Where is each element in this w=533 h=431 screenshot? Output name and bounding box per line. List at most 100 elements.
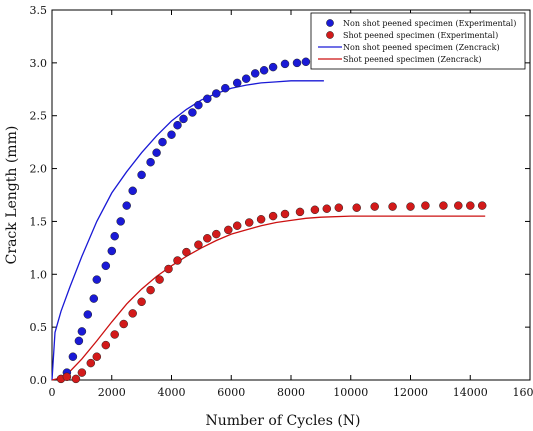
data-point-0 xyxy=(259,66,269,75)
data-point-0 xyxy=(77,327,87,336)
data-point-0 xyxy=(301,57,311,67)
data-point-0 xyxy=(188,108,197,117)
data-point-1 xyxy=(173,256,182,265)
data-point-1 xyxy=(212,229,221,239)
data-point-0 xyxy=(146,157,155,167)
data-point-1 xyxy=(280,209,290,219)
y-tick-label: 3.5 xyxy=(30,4,48,17)
data-point-1 xyxy=(155,275,164,284)
data-point-0 xyxy=(179,114,188,124)
data-point-1 xyxy=(194,240,203,249)
x-tick-label: 12000 xyxy=(393,386,428,399)
data-point-1 xyxy=(322,204,332,213)
axis-ticks: 0 2000 4000 6000 8000 10000 12000 14000 16000 0.0… xyxy=(30,4,533,399)
data-point-1 xyxy=(388,202,397,211)
data-point-0 xyxy=(137,170,146,180)
data-point-1 xyxy=(439,201,448,210)
data-point-1 xyxy=(295,207,305,217)
data-point-1 xyxy=(334,203,344,212)
data-point-0 xyxy=(268,62,278,72)
data-point-0 xyxy=(173,120,182,130)
x-axis-title: Number of Cycles (N) xyxy=(205,413,360,429)
series-line-2 xyxy=(51,80,324,381)
data-point-1 xyxy=(164,264,173,274)
x-tick-label: 16000 xyxy=(513,386,533,399)
data-point-1 xyxy=(137,297,146,307)
data-point-0 xyxy=(92,275,102,284)
data-point-0 xyxy=(194,100,203,110)
data-point-1 xyxy=(224,225,233,235)
data-point-1 xyxy=(268,211,278,221)
x-tick-label: 10000 xyxy=(333,386,368,399)
data-point-0 xyxy=(221,83,230,93)
data-point-1 xyxy=(101,340,111,350)
y-tick-label: 1.0 xyxy=(30,268,48,281)
data-point-1 xyxy=(406,202,415,211)
x-tick-label: 2000 xyxy=(98,386,126,399)
x-tick-label: 0 xyxy=(49,386,56,399)
data-point-0 xyxy=(116,217,125,226)
y-tick-label: 3.0 xyxy=(30,57,48,70)
y-tick-label: 2.5 xyxy=(30,110,48,123)
data-point-1 xyxy=(62,372,72,382)
x-tick-label: 8000 xyxy=(277,386,305,399)
data-point-1 xyxy=(182,247,191,257)
y-tick-label: 0.5 xyxy=(30,321,48,334)
data-point-1 xyxy=(477,201,487,210)
legend-label: Non shot peened specimen (Zencrack) xyxy=(343,43,500,52)
data-point-0 xyxy=(107,246,117,256)
data-point-0 xyxy=(280,59,290,69)
data-point-1 xyxy=(352,203,361,212)
data-point-0 xyxy=(292,58,302,68)
data-point-1 xyxy=(128,309,137,318)
y-axis-title: Crack Length (mm) xyxy=(4,126,20,265)
data-point-1 xyxy=(92,352,102,361)
x-tick-label: 14000 xyxy=(453,386,488,399)
data-point-1 xyxy=(454,201,463,210)
data-point-1 xyxy=(203,234,212,243)
x-tick-label: 4000 xyxy=(158,386,186,399)
data-point-0 xyxy=(232,78,242,88)
data-point-1 xyxy=(310,205,320,215)
data-point-1 xyxy=(466,201,475,210)
data-point-0 xyxy=(212,89,221,98)
legend-marker xyxy=(326,31,334,39)
data-point-0 xyxy=(250,69,260,78)
data-point-1 xyxy=(110,330,119,339)
y-tick-label: 1.5 xyxy=(30,215,48,228)
data-point-1 xyxy=(244,218,254,227)
data-point-0 xyxy=(68,352,78,361)
legend-label: Shot peened specimen (Zencrack) xyxy=(343,55,481,64)
data-point-1 xyxy=(146,285,155,295)
data-point-0 xyxy=(101,261,111,271)
legend: Non shot peened specimen (Experimental) S… xyxy=(310,12,526,70)
data-point-0 xyxy=(128,186,137,196)
data-point-0 xyxy=(74,336,84,346)
data-point-1 xyxy=(421,201,430,210)
data-point-1 xyxy=(232,221,242,230)
data-point-1 xyxy=(71,374,81,384)
data-point-0 xyxy=(152,148,161,157)
data-point-0 xyxy=(83,310,93,319)
data-point-0 xyxy=(122,201,131,210)
data-point-1 xyxy=(119,319,128,329)
legend-marker xyxy=(326,19,334,27)
data-point-0 xyxy=(89,294,99,303)
x-tick-label: 6000 xyxy=(217,386,245,399)
data-point-1 xyxy=(256,215,266,224)
data-point-1 xyxy=(370,202,379,211)
legend-label: Shot peened specimen (Experimental) xyxy=(343,31,498,40)
data-point-0 xyxy=(110,231,119,241)
legend-label: Non shot peened specimen (Experimental) xyxy=(343,19,516,28)
y-tick-label: 2.0 xyxy=(30,163,48,176)
data-point-0 xyxy=(241,74,251,83)
data-point-1 xyxy=(86,358,96,368)
data-point-0 xyxy=(158,137,167,147)
y-tick-label: 0.0 xyxy=(30,374,48,387)
data-point-0 xyxy=(203,94,212,104)
series-line-3 xyxy=(51,215,486,381)
series-layer xyxy=(51,57,487,384)
data-point-0 xyxy=(167,130,176,139)
data-point-1 xyxy=(77,368,87,377)
